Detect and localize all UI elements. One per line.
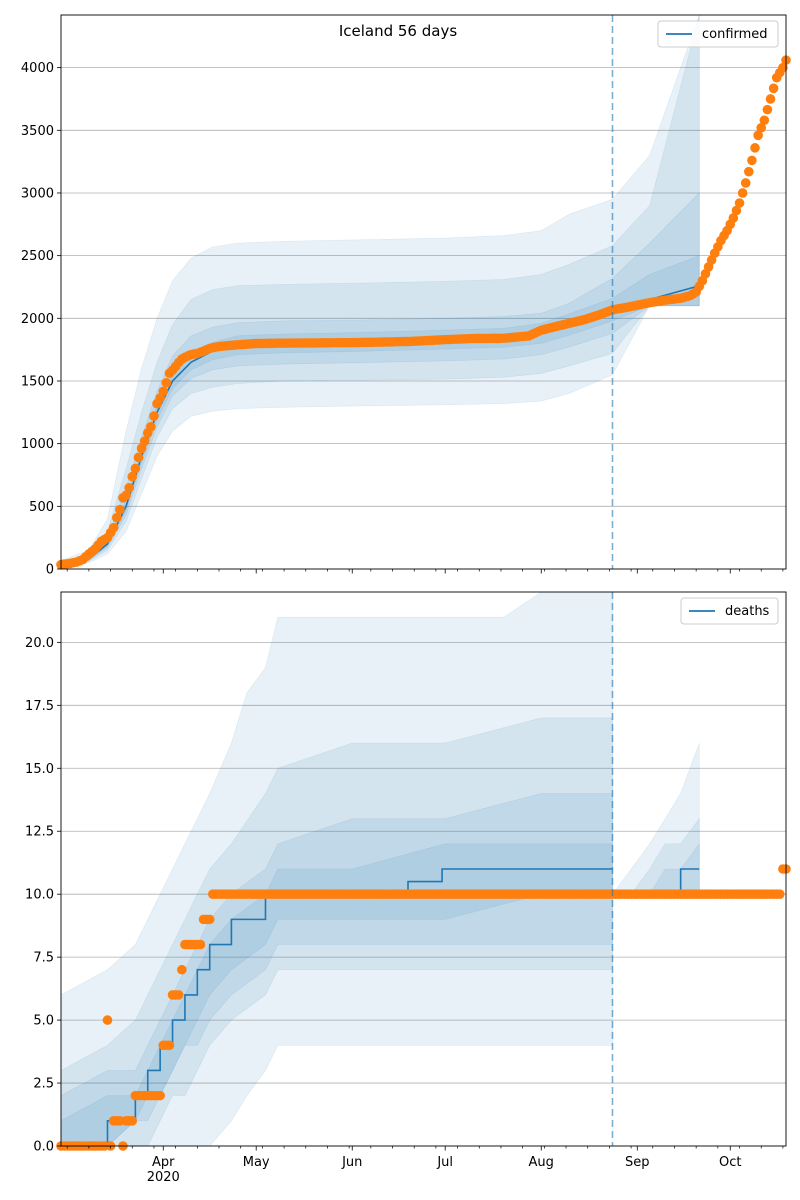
x-tick-label: Sep	[625, 1155, 650, 1170]
observed-point	[115, 504, 125, 515]
observed-point	[734, 198, 745, 208]
observed-point	[121, 490, 131, 501]
y-tick-label: 0.0	[33, 1140, 54, 1155]
observed-point	[768, 83, 779, 94]
observed-point	[731, 205, 742, 216]
observed-point	[149, 411, 159, 421]
y-tick-label: 2000	[21, 312, 54, 327]
x-tick-label: Oct	[719, 1155, 741, 1170]
y-tick-label: 3000	[21, 186, 54, 201]
y-tick-label: 10.0	[25, 888, 54, 903]
observed-point	[130, 463, 141, 474]
y-tick-label: 2.5	[33, 1077, 54, 1092]
x-tick-label: 2020	[147, 1170, 180, 1185]
credible-band	[60, 14, 700, 567]
y-tick-label: 500	[29, 500, 54, 515]
y-tick-label: 2500	[21, 249, 54, 264]
x-tick-label: Aug	[529, 1155, 554, 1170]
x-tick-label: Jun	[341, 1155, 362, 1170]
observed-point	[744, 166, 754, 177]
deaths-panel: 0.0 2.5 5.0 7.5 10.0 12.5 15.0 17.5 20.0 Apr2020…	[25, 591, 791, 1185]
deaths-legend: deaths	[680, 597, 779, 625]
observed-point	[108, 522, 119, 533]
observed-point	[750, 143, 760, 153]
observed-point	[765, 94, 776, 104]
credible-band	[60, 14, 700, 566]
y-tick-label: 4000	[21, 61, 54, 76]
observed-point	[747, 155, 757, 166]
observed-point	[164, 1040, 175, 1051]
confirmed-x-axis-ticks	[66, 569, 784, 574]
y-tick-label: 1500	[21, 374, 54, 389]
observed-point	[177, 964, 187, 975]
confirmed-plot-frame	[60, 14, 787, 570]
observed-point	[161, 377, 172, 388]
y-tick-label: 12.5	[25, 825, 54, 840]
confirmed-legend: confirmed	[657, 20, 779, 48]
credible-band	[60, 192, 700, 566]
observed-point	[728, 213, 739, 223]
y-tick-label: 17.5	[25, 699, 54, 714]
observed-point	[195, 939, 206, 950]
confirmed-y-axis: 0 500 1000 1500 2000 2500 3000 3500 4000	[21, 61, 61, 578]
observed-point	[204, 914, 215, 925]
confirmed-legend-box	[657, 20, 779, 48]
observed-point	[775, 889, 785, 899]
y-tick-label: 0	[46, 563, 54, 578]
observed-point	[173, 990, 184, 1000]
observed-point	[759, 115, 770, 126]
x-tick-label: May	[243, 1155, 270, 1170]
observed-point	[139, 436, 150, 446]
y-tick-label: 1000	[21, 437, 54, 452]
deaths-y-axis: 0.0 2.5 5.0 7.5 10.0 12.5 15.0 17.5 20.0	[25, 636, 61, 1155]
deaths-credible-bands	[60, 591, 700, 1147]
confirmed-legend-label: confirmed	[702, 27, 768, 42]
observed-point	[158, 386, 169, 397]
deaths-observed-points	[56, 864, 791, 1151]
observed-point	[146, 421, 156, 432]
y-tick-label: 5.0	[33, 1014, 54, 1029]
observed-point	[127, 471, 138, 482]
observed-point	[756, 123, 767, 133]
confirmed-gridlines	[61, 67, 786, 507]
observed-point	[133, 452, 144, 463]
observed-point	[778, 62, 788, 73]
chart-title: Iceland 56 days	[339, 22, 458, 40]
observed-point	[102, 1015, 113, 1025]
confirmed-plot-area	[61, 15, 786, 569]
x-tick-label: Apr	[152, 1155, 175, 1170]
observed-point	[740, 178, 751, 188]
observed-point	[737, 188, 748, 198]
y-tick-label: 3500	[21, 124, 54, 139]
y-tick-label: 20.0	[25, 636, 54, 651]
confirmed-observed-points	[56, 55, 791, 570]
observed-point	[111, 512, 122, 523]
deaths-plot-frame	[60, 591, 787, 1147]
observed-point	[753, 130, 763, 141]
observed-point	[127, 1116, 138, 1126]
observed-point	[155, 1090, 165, 1101]
deaths-legend-label: deaths	[725, 604, 770, 619]
observed-point	[762, 104, 773, 115]
x-tick-label: Jul	[436, 1155, 453, 1170]
deaths-legend-box	[680, 597, 779, 625]
observed-point	[124, 482, 134, 493]
y-tick-label: 15.0	[25, 762, 54, 777]
y-tick-label: 7.5	[33, 951, 54, 966]
confirmed-panel: 0 500 1000 1500 2000 2500 3000 3500 4000 Iceland…	[21, 14, 791, 578]
deaths-plot-area	[61, 592, 786, 1146]
